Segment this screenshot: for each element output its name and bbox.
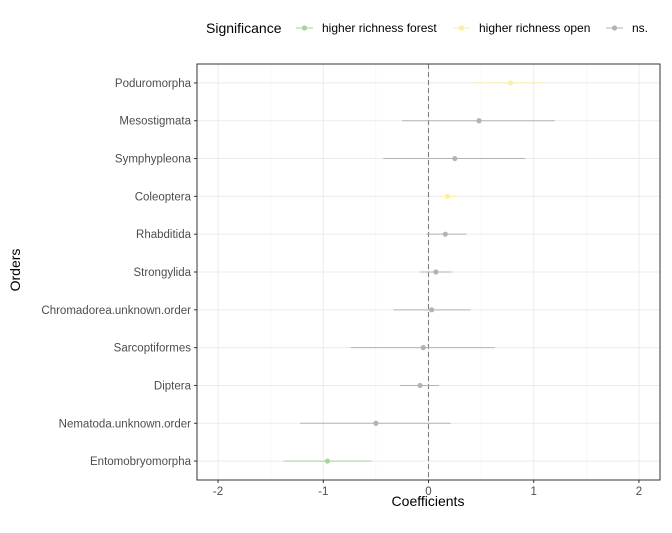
point-estimate (442, 231, 448, 237)
legend-item: ns. (606, 21, 648, 35)
x-tick-label: 0 (425, 486, 431, 498)
point-estimate (429, 307, 435, 313)
y-tick-label: Nematoda.unknown.order (59, 418, 191, 430)
legend-label: higher richness forest (322, 21, 437, 35)
x-tick-label: 1 (531, 486, 537, 498)
plot-panel (196, 63, 661, 481)
x-axis-title: Coefficients (392, 493, 465, 509)
point-estimate (476, 118, 482, 124)
y-tick-label: Symphypleona (115, 154, 192, 166)
y-tick-label: Diptera (154, 380, 192, 392)
point-estimate (507, 80, 514, 86)
legend-key-point (301, 25, 308, 31)
y-tick-label: Sarcoptiformes (114, 343, 192, 355)
legend: Significance higher richness forest highe… (206, 20, 648, 36)
legend-label: ns. (632, 21, 648, 35)
point-estimate (433, 269, 439, 275)
y-tick-label: Entomobryomorpha (90, 456, 192, 468)
y-tick-label: Mesostigmata (119, 116, 191, 128)
x-axis: -2 -1 0 1 2 (213, 480, 642, 498)
point-estimate (324, 458, 331, 464)
point-estimate (452, 155, 458, 162)
legend-title: Significance (206, 20, 282, 36)
y-tick-label: Poduromorpha (115, 78, 192, 90)
legend-items: higher richness forest higher richness op… (296, 21, 648, 35)
x-tick-label: -2 (213, 486, 223, 498)
y-tick-label: Strongylida (133, 267, 191, 279)
y-tick-label: Coleoptera (135, 191, 192, 203)
point-estimates (324, 80, 514, 464)
legend-item: higher richness forest (296, 21, 437, 35)
y-axis: Poduromorpha Mesostigmata Symphypleona Cole… (41, 78, 197, 468)
point-estimate (420, 345, 426, 351)
x-tick-label: 2 (636, 486, 642, 498)
y-tick-label: Rhabditida (136, 229, 192, 241)
legend-key-point (458, 25, 465, 31)
legend-key-point (611, 25, 618, 31)
point-estimate (444, 193, 451, 199)
legend-label: higher richness open (479, 21, 590, 35)
y-tick-label: Chromadorea.unknown.order (41, 305, 191, 317)
y-axis-title: Orders (7, 249, 23, 292)
point-estimate (417, 382, 423, 389)
point-estimate (373, 420, 379, 426)
x-tick-label: -1 (318, 486, 328, 498)
legend-item: higher richness open (453, 21, 590, 35)
